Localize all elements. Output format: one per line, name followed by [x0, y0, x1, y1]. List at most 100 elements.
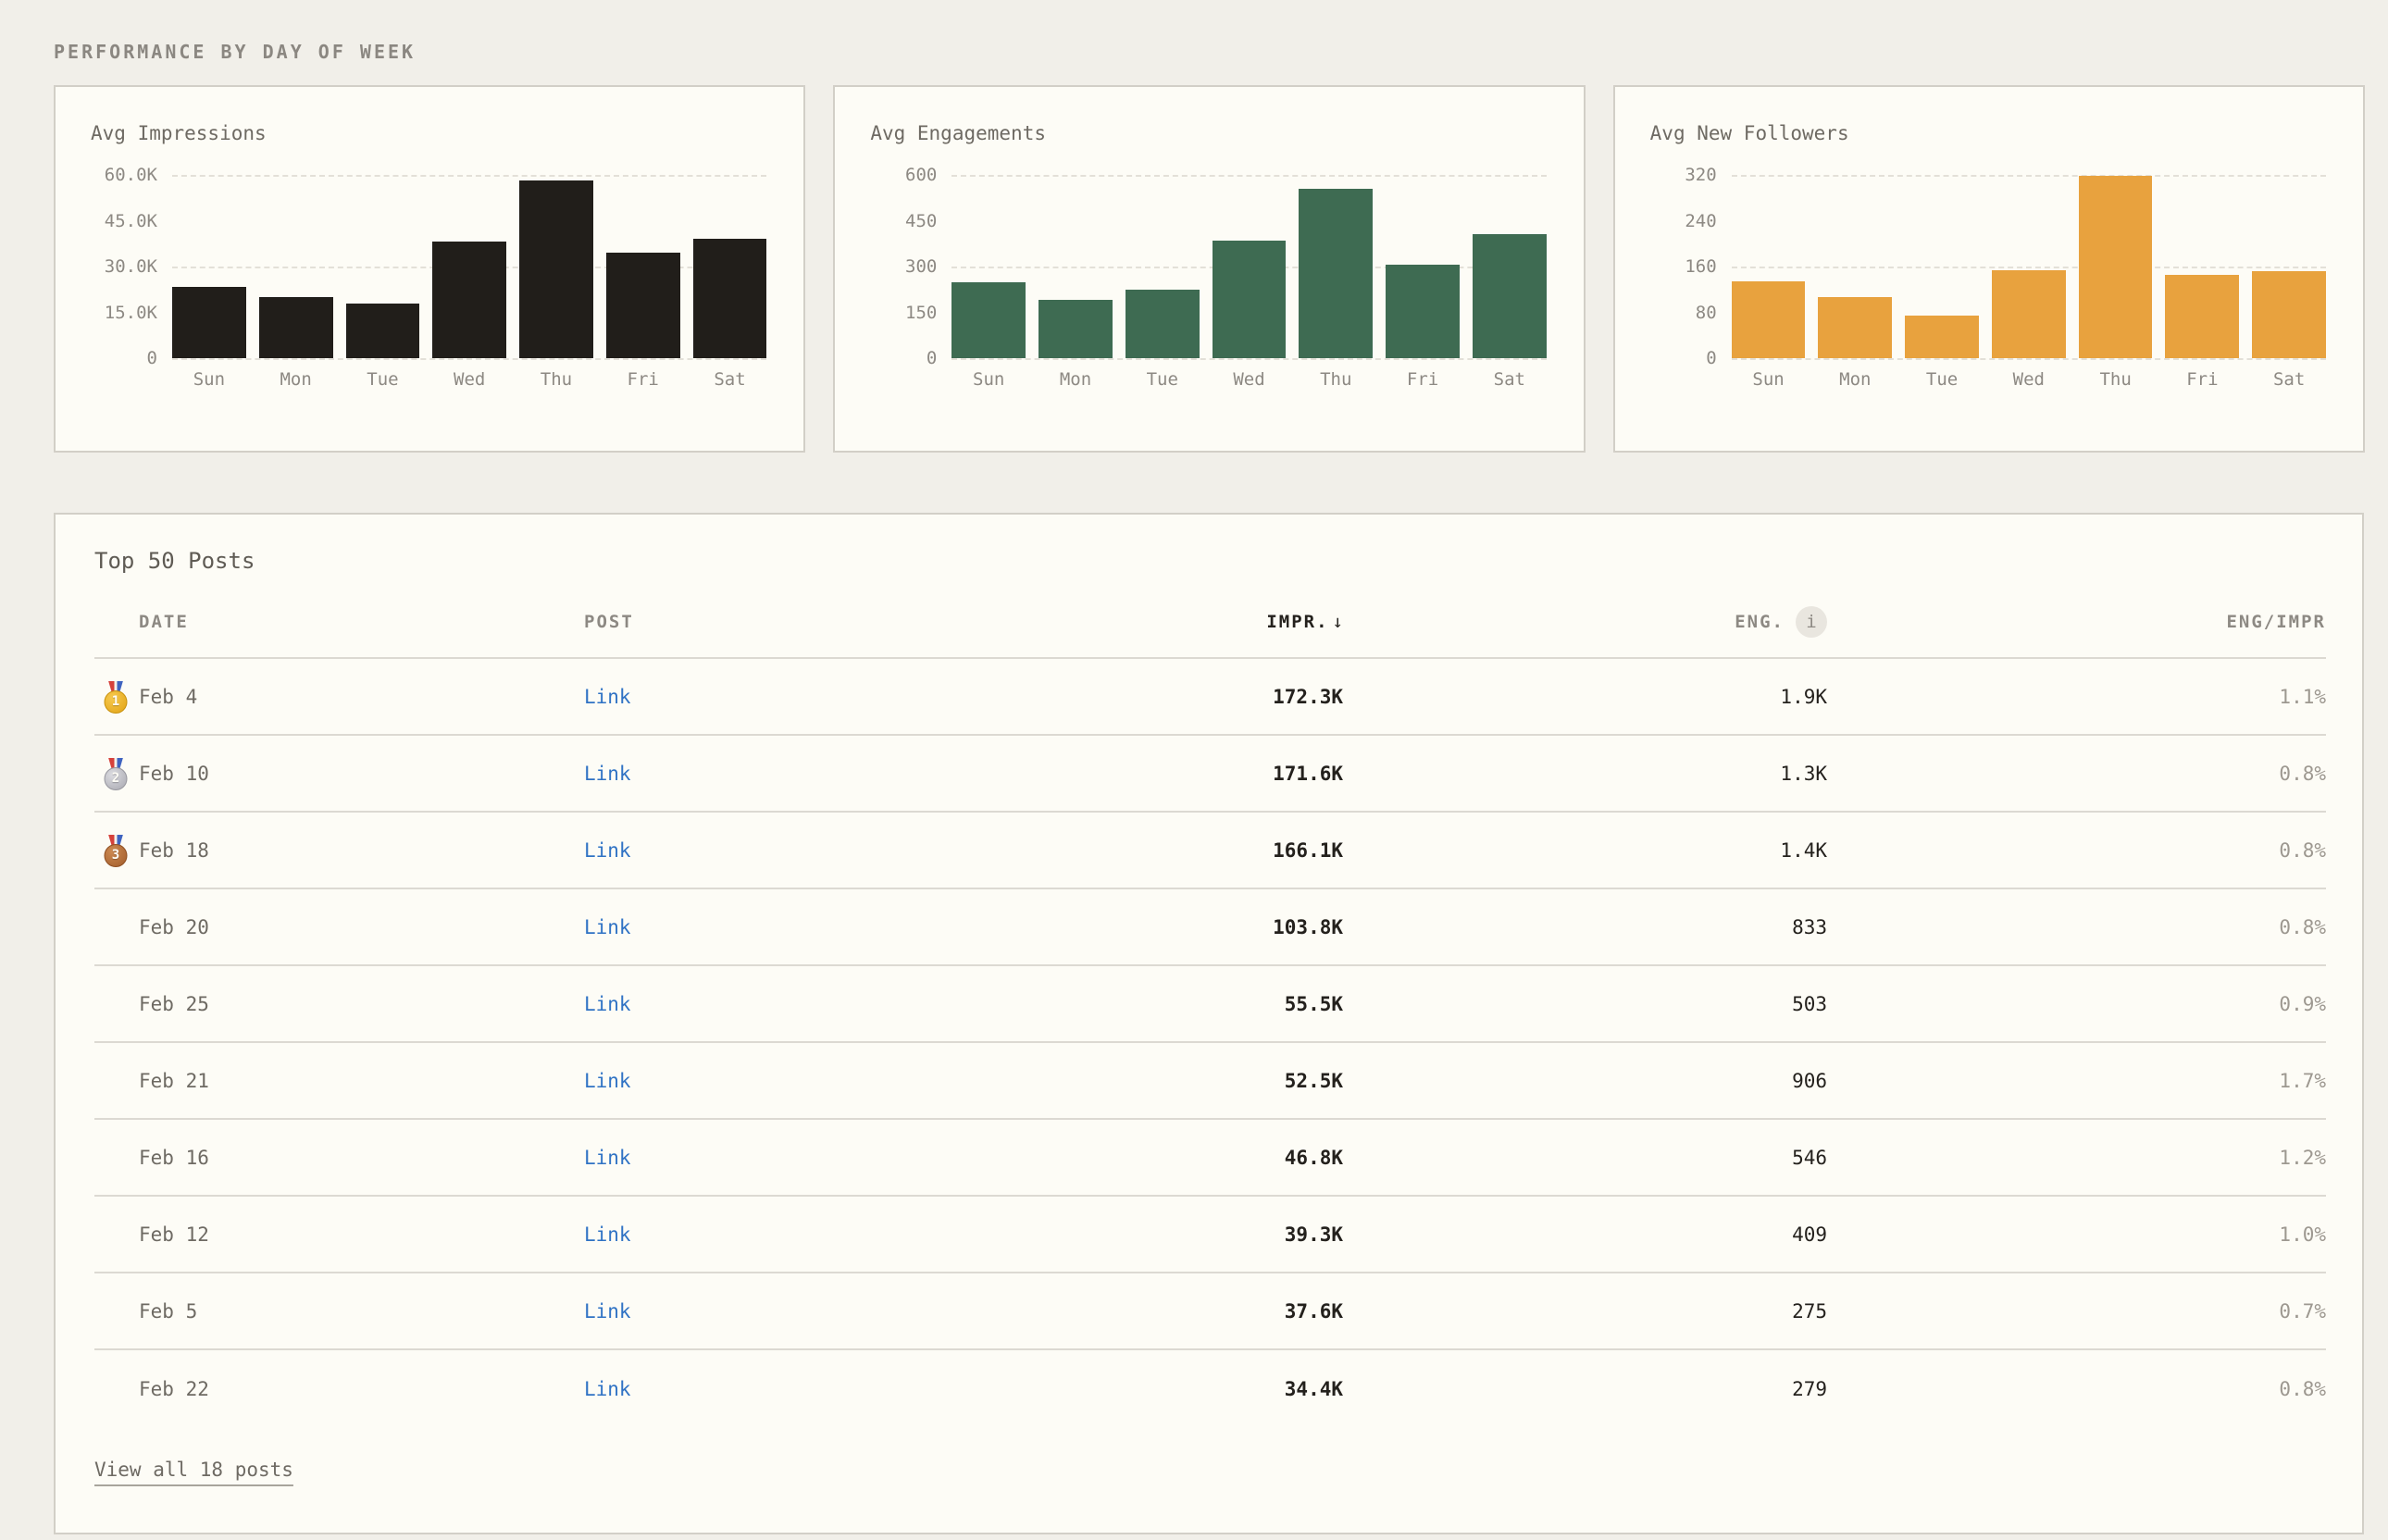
date-label: Feb 16: [139, 1146, 209, 1169]
x-axis-label: Sun: [193, 369, 226, 390]
gridline: [172, 358, 767, 360]
bar-tue: [1905, 316, 1979, 358]
x-axis-label: Wed: [1233, 369, 1265, 390]
chart-plot: [172, 175, 767, 360]
column-header-date: DATE: [139, 612, 189, 632]
table-row: Feb 5 Link 37.6K 275 0.7%: [94, 1273, 2326, 1350]
engagements-value: 1.4K: [1780, 838, 1827, 862]
table-body: 1 Feb 4 Link 172.3K 1.9K 1.1% 2 Feb 10 Link 171.6…: [94, 659, 2326, 1427]
silver-medal-icon: 2: [100, 755, 131, 792]
post-link[interactable]: Link: [584, 1223, 631, 1246]
x-axis-label: Mon: [280, 369, 312, 390]
x-axis-label: Thu: [1320, 369, 1352, 390]
y-axis: 320 240 160 80 0: [1650, 165, 1716, 368]
chart-card-avg-engagements: Avg Engagements 600 450 300 150 0 Sun Mon Tue Wed…: [833, 85, 1586, 453]
eng-impr-value: 0.8%: [2279, 838, 2326, 862]
post-link[interactable]: Link: [584, 762, 631, 785]
x-axis-labels: Sun Mon Tue Wed Thu Fri Sat: [1732, 369, 2326, 390]
medal-spacer: [100, 1139, 131, 1176]
bar-sun: [1731, 281, 1806, 358]
date-label: Feb 21: [139, 1069, 209, 1092]
chart-body: 600 450 300 150 0: [870, 165, 1547, 368]
medal-spacer: [100, 909, 131, 946]
table-row: 2 Feb 10 Link 171.6K 1.3K 0.8%: [94, 736, 2326, 813]
table-row: Feb 22 Link 34.4K 279 0.8%: [94, 1350, 2326, 1427]
table-title: Top 50 Posts: [94, 548, 255, 574]
post-link[interactable]: Link: [584, 685, 631, 708]
chart-title: Avg Engagements: [870, 122, 1046, 144]
impressions-value: 39.3K: [1284, 1223, 1343, 1246]
post-cell: Link: [584, 916, 889, 938]
medal-spacer: [100, 1371, 131, 1408]
date-label: Feb 20: [139, 915, 209, 938]
medal-disc: 3: [104, 843, 128, 867]
post-link[interactable]: Link: [584, 838, 631, 862]
y-axis-tick: 600: [905, 165, 938, 185]
bar-thu: [519, 180, 593, 358]
post-link[interactable]: Link: [584, 1377, 631, 1400]
post-cell: Link: [584, 1070, 889, 1092]
bronze-medal-icon: 3: [100, 832, 131, 869]
y-axis-tick: 300: [905, 256, 938, 277]
bar-mon: [258, 297, 333, 358]
impressions-value: 103.8K: [1273, 915, 1343, 938]
view-all-posts-link[interactable]: View all 18 posts: [94, 1459, 293, 1481]
charts-row: Avg Impressions 60.0K 45.0K 30.0K 15.0K 0 Sun M…: [54, 85, 2365, 453]
y-axis-tick: 60.0K: [104, 165, 157, 185]
y-axis-tick: 150: [905, 302, 938, 323]
y-axis-tick: 45.0K: [104, 210, 157, 231]
post-link[interactable]: Link: [584, 915, 631, 938]
post-cell: Link: [584, 763, 889, 785]
x-axis-label: Tue: [1146, 369, 1178, 390]
date-label: Feb 22: [139, 1377, 209, 1400]
post-link[interactable]: Link: [584, 992, 631, 1015]
x-axis-label: Mon: [1839, 369, 1872, 390]
bar-tue: [345, 304, 420, 358]
chart-card-avg-new-followers: Avg New Followers 320 240 160 80 0 Sun Mon Tue We…: [1612, 85, 2365, 453]
y-axis: 600 450 300 150 0: [870, 165, 938, 368]
eng-impr-value: 0.7%: [2279, 1299, 2326, 1323]
top-posts-card: Top 50 Posts DATE POST IMPR. ↓ ENG. i ENG/…: [54, 513, 2364, 1534]
x-axis-labels: Sun Mon Tue Wed Thu Fri Sat: [172, 369, 766, 390]
date-label: Feb 4: [139, 685, 198, 708]
bar-tue: [1125, 289, 1200, 358]
date-cell: Feb 20: [94, 909, 584, 946]
medal-disc: 2: [104, 766, 128, 790]
x-axis-label: Tue: [1925, 369, 1959, 390]
date-cell: Feb 21: [94, 1062, 584, 1099]
bar-sat: [692, 238, 767, 358]
post-cell: Link: [584, 839, 889, 862]
post-link[interactable]: Link: [584, 1146, 631, 1169]
impressions-value: 166.1K: [1273, 838, 1343, 862]
table-header-row: DATE POST IMPR. ↓ ENG. i ENG/IMPR: [94, 587, 2326, 659]
x-axis-labels: Sun Mon Tue Wed Thu Fri Sat: [951, 369, 1546, 390]
eng-info-icon[interactable]: i: [1796, 606, 1827, 638]
bars-group: [951, 175, 1547, 358]
date-cell: 2 Feb 10: [94, 755, 584, 792]
gridline: [951, 175, 1547, 177]
post-cell: Link: [584, 1147, 889, 1169]
chart-plot: [1731, 175, 2327, 360]
post-link[interactable]: Link: [584, 1299, 631, 1323]
x-axis-label: Sat: [2272, 369, 2306, 390]
x-axis-label: Tue: [367, 369, 399, 390]
date-label: Feb 12: [139, 1223, 209, 1246]
column-header-impressions[interactable]: IMPR. ↓: [1266, 612, 1343, 632]
post-link[interactable]: Link: [584, 1069, 631, 1092]
date-cell: Feb 22: [94, 1371, 584, 1408]
bar-fri: [2165, 274, 2240, 358]
eng-impr-value: 0.8%: [2279, 915, 2326, 938]
medal-spacer: [100, 1293, 131, 1330]
x-axis-label: Sat: [1493, 369, 1525, 390]
bar-mon: [1818, 296, 1893, 358]
y-axis-tick: 0: [926, 348, 938, 368]
table-row: 3 Feb 18 Link 166.1K 1.4K 0.8%: [94, 813, 2326, 889]
y-axis-tick: 320: [1685, 165, 1717, 185]
date-label: Feb 5: [139, 1299, 198, 1323]
x-axis-label: Thu: [540, 369, 573, 390]
medal-ribbon: [108, 757, 123, 770]
date-label: Feb 25: [139, 992, 209, 1015]
engagements-value: 906: [1792, 1069, 1827, 1092]
y-axis: 60.0K 45.0K 30.0K 15.0K 0: [91, 165, 157, 368]
x-axis-label: Fri: [2186, 369, 2219, 390]
